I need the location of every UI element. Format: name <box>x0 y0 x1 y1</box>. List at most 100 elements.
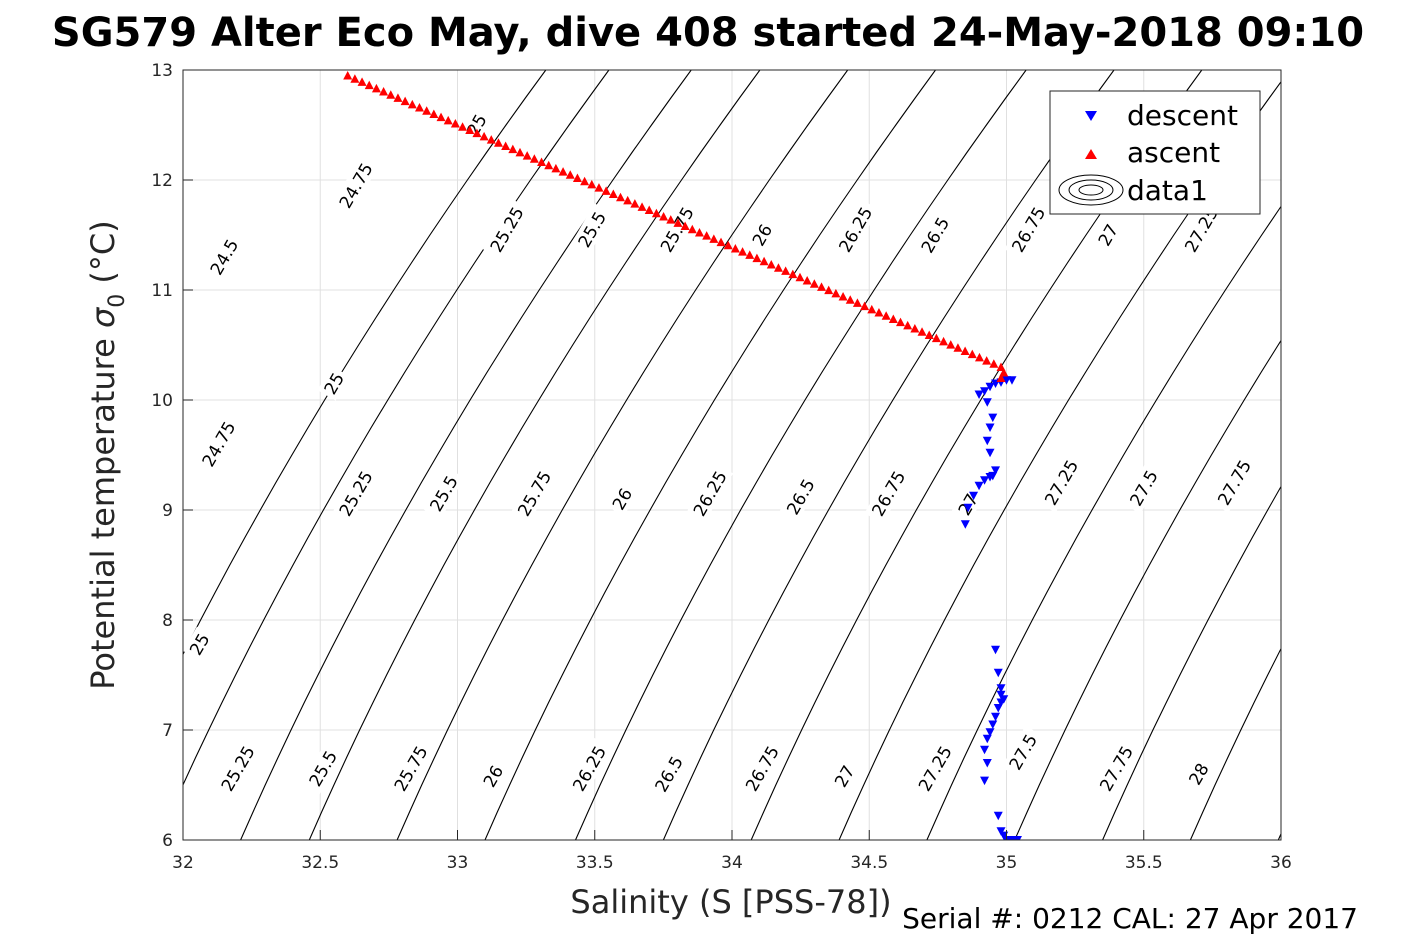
ascent-point <box>773 263 783 272</box>
ascent-point <box>587 179 597 189</box>
descent-point <box>996 690 1006 700</box>
ascent-point <box>515 147 525 157</box>
ascent-point <box>364 80 374 90</box>
descent-point <box>974 481 984 491</box>
ascent-point <box>501 141 511 150</box>
descent-point <box>974 390 984 399</box>
ascent-point <box>924 330 934 339</box>
ascent-point <box>860 301 870 311</box>
ascent-point <box>852 298 862 307</box>
ascent-point <box>781 266 791 275</box>
descent-point <box>993 668 1003 678</box>
legend: descent ascent data1 <box>1049 90 1261 215</box>
ascent-point <box>723 240 733 250</box>
contour-label-bg <box>331 462 380 524</box>
ascent-point <box>572 173 582 183</box>
ascent-point <box>939 336 949 346</box>
descent-point <box>985 423 995 432</box>
ascent-point <box>738 247 748 256</box>
contour-label-bg <box>647 747 690 800</box>
ascent-point <box>601 186 611 195</box>
contour-label-bg <box>422 467 465 520</box>
descent-point <box>982 734 992 744</box>
ascent-point <box>616 192 626 202</box>
descent-point <box>985 448 995 458</box>
x-tick-label: 34 <box>721 853 743 873</box>
ascent-point <box>371 83 381 93</box>
ascent-point <box>608 189 618 199</box>
ascent-point <box>343 71 353 80</box>
ascent-point <box>565 170 575 179</box>
x-axis-label: Salinity (S [PSS-78]) <box>570 883 891 921</box>
y-tick-label: 9 <box>162 501 173 521</box>
descent-point <box>980 745 990 755</box>
contour-label-bg <box>565 737 613 799</box>
ascent-point <box>551 163 561 173</box>
ascent-point <box>874 308 884 317</box>
descent-point <box>982 398 992 407</box>
descent-point <box>982 759 992 768</box>
isopycnal-26.75 <box>926 205 1281 840</box>
ascent-point <box>522 151 532 160</box>
ascent-point <box>960 346 970 355</box>
legend-ascent-label: ascent <box>1127 136 1220 169</box>
descent-point <box>996 827 1006 836</box>
contour-label: 26 <box>605 481 638 517</box>
contour-label-bg <box>653 198 701 260</box>
descent-point <box>988 413 998 423</box>
isopycnal-25.25 <box>396 70 849 840</box>
ascent-point <box>694 227 704 237</box>
ascent-point <box>379 87 389 96</box>
contour-label-bg <box>476 758 509 794</box>
ascent-point <box>881 311 891 320</box>
ascent-point <box>730 243 740 253</box>
descent-point <box>1007 376 1017 385</box>
descent-point <box>985 382 995 392</box>
ascent-point <box>472 128 482 138</box>
descent-point <box>988 471 998 481</box>
ascent-point <box>508 144 518 154</box>
descent-point <box>1012 836 1022 840</box>
ascent-point <box>831 288 841 298</box>
isopycnal-25 <box>308 70 761 840</box>
contour-label-bg <box>202 230 245 283</box>
axis-ticks: 32 32.5 33 33.5 34 34.5 35 35.5 36 6 7 8 9 10 11 12 13 <box>151 61 1291 873</box>
descent-point <box>991 645 1001 655</box>
ascent-point <box>867 304 877 314</box>
ascent-point <box>702 231 712 240</box>
ascent-point <box>644 205 654 215</box>
y-axis-label-symbol: σ <box>84 306 122 328</box>
ascent-point <box>802 276 812 285</box>
legend-box <box>1049 90 1261 215</box>
ascent-point <box>931 333 941 343</box>
legend-data1-marker <box>1058 174 1124 206</box>
ascent-point <box>974 352 984 362</box>
ascent-point <box>989 359 999 368</box>
contour-label: 26 <box>745 217 778 253</box>
ascent-point <box>759 256 769 266</box>
ascent-point <box>350 74 360 83</box>
ascent-point <box>716 237 726 247</box>
contour-label-bg <box>510 462 558 524</box>
ascent-point <box>845 295 855 304</box>
isopycnal-27 <box>1014 339 1281 840</box>
contour-label-bg <box>317 365 350 401</box>
contour-label-bg <box>386 737 434 799</box>
x-tick-label: 32 <box>172 853 194 873</box>
ascent-point <box>651 208 661 218</box>
isopycnal-27.5 <box>1189 647 1281 840</box>
ascent-point <box>996 362 1006 371</box>
ascent-point <box>910 324 920 333</box>
contour-label-bg <box>331 154 380 216</box>
isopycnal-26 <box>662 70 1115 840</box>
contour-label-bg <box>1037 451 1085 513</box>
ascent-point <box>982 356 992 365</box>
density-contours <box>183 70 1281 840</box>
descent-point <box>985 728 995 737</box>
ascent-point <box>946 340 956 349</box>
descent-point <box>993 704 1003 713</box>
ascent-point <box>795 272 805 282</box>
y-tick-label: 10 <box>151 391 173 411</box>
descent-point <box>980 776 990 786</box>
